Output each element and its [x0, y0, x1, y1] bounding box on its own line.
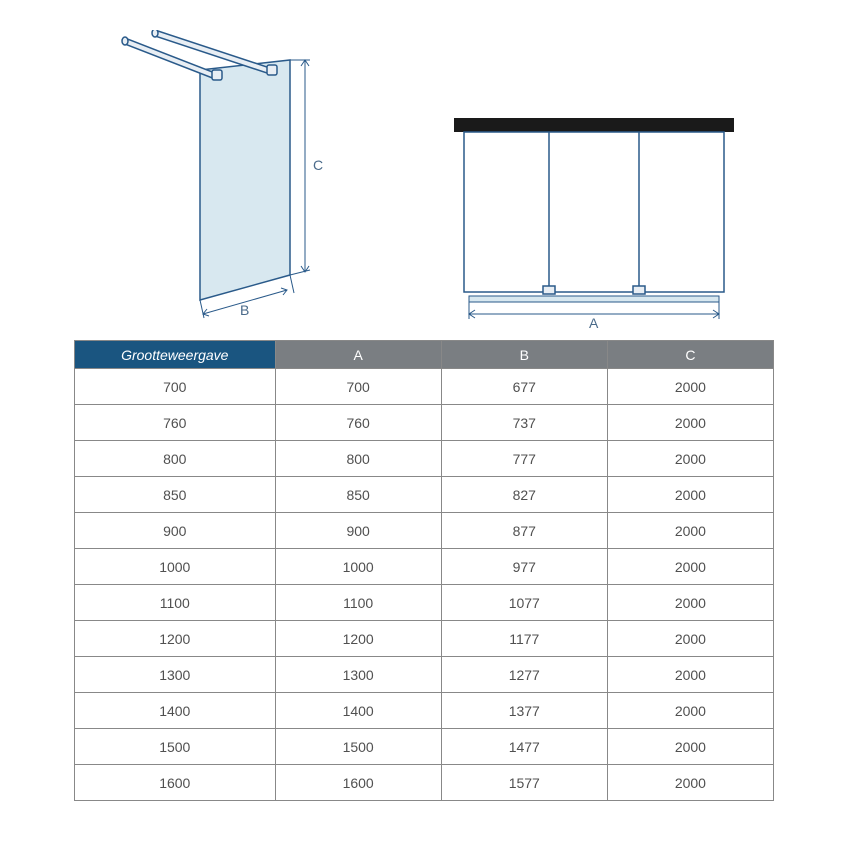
table-cell: 2000: [607, 369, 773, 405]
table-cell: 1400: [275, 693, 441, 729]
th-a: A: [275, 341, 441, 369]
table-cell: 737: [441, 405, 607, 441]
table-cell: 1100: [75, 585, 276, 621]
table-row: 7607607372000: [75, 405, 774, 441]
table-cell: 2000: [607, 585, 773, 621]
table-row: 1500150014772000: [75, 729, 774, 765]
table-cell: 777: [441, 441, 607, 477]
right-diagram: A: [439, 100, 749, 330]
table-row: 100010009772000: [75, 549, 774, 585]
table-cell: 1200: [75, 621, 276, 657]
table-cell: 677: [441, 369, 607, 405]
table-row: 1100110010772000: [75, 585, 774, 621]
table-cell: 2000: [607, 765, 773, 801]
table-row: 1600160015772000: [75, 765, 774, 801]
table-cell: 1300: [75, 657, 276, 693]
wall-bar: [454, 118, 734, 132]
th-grootte: Grootteweergave: [75, 341, 276, 369]
table-cell: 1200: [275, 621, 441, 657]
table-cell: 2000: [607, 729, 773, 765]
table-cell: 700: [75, 369, 276, 405]
table-cell: 1600: [75, 765, 276, 801]
th-c: C: [607, 341, 773, 369]
table-cell: 1177: [441, 621, 607, 657]
table-row: 8008007772000: [75, 441, 774, 477]
table-cell: 877: [441, 513, 607, 549]
table-cell: 760: [275, 405, 441, 441]
table-cell: 1277: [441, 657, 607, 693]
outer-frame: [464, 132, 724, 292]
table-cell: 2000: [607, 513, 773, 549]
glass-plan: [469, 296, 719, 302]
table-cell: 850: [275, 477, 441, 513]
dim-c: [290, 60, 310, 275]
table-cell: 977: [441, 549, 607, 585]
glass-panel: [200, 60, 290, 300]
table-cell: 800: [75, 441, 276, 477]
size-table: Grootteweergave A B C 700700677200076076…: [74, 340, 774, 801]
table-cell: 1600: [275, 765, 441, 801]
table-cell: 850: [75, 477, 276, 513]
table-cell: 1000: [275, 549, 441, 585]
table-cell: 2000: [607, 549, 773, 585]
table-header-row: Grootteweergave A B C: [75, 341, 774, 369]
table-cell: 2000: [607, 405, 773, 441]
table-body: 7007006772000760760737200080080077720008…: [75, 369, 774, 801]
table-cell: 2000: [607, 657, 773, 693]
table-cell: 900: [275, 513, 441, 549]
label-b: B: [240, 302, 249, 318]
table-cell: 1300: [275, 657, 441, 693]
table-cell: 760: [75, 405, 276, 441]
table-row: 1400140013772000: [75, 693, 774, 729]
left-diagram: C B: [100, 30, 360, 330]
left-diagram-svg: C B: [100, 30, 360, 330]
table-cell: 2000: [607, 441, 773, 477]
table-cell: 1100: [275, 585, 441, 621]
table-cell: 1500: [275, 729, 441, 765]
table-cell: 1000: [75, 549, 276, 585]
table-cell: 827: [441, 477, 607, 513]
table-cell: 1500: [75, 729, 276, 765]
table-row: 1300130012772000: [75, 657, 774, 693]
table-cell: 1577: [441, 765, 607, 801]
label-c: C: [313, 157, 323, 173]
table-cell: 1477: [441, 729, 607, 765]
table-cell: 2000: [607, 477, 773, 513]
table-cell: 1377: [441, 693, 607, 729]
table-cell: 1400: [75, 693, 276, 729]
th-b: B: [441, 341, 607, 369]
table-cell: 2000: [607, 693, 773, 729]
label-a: A: [589, 315, 599, 330]
table-row: 8508508272000: [75, 477, 774, 513]
table-cell: 1077: [441, 585, 607, 621]
table-cell: 800: [275, 441, 441, 477]
table-row: 1200120011772000: [75, 621, 774, 657]
floor-brackets: [543, 286, 645, 294]
table-row: 9009008772000: [75, 513, 774, 549]
right-diagram-svg: A: [439, 100, 749, 330]
table-cell: 2000: [607, 621, 773, 657]
table-cell: 900: [75, 513, 276, 549]
table-row: 7007006772000: [75, 369, 774, 405]
diagram-row: C B: [0, 0, 848, 340]
table-cell: 700: [275, 369, 441, 405]
